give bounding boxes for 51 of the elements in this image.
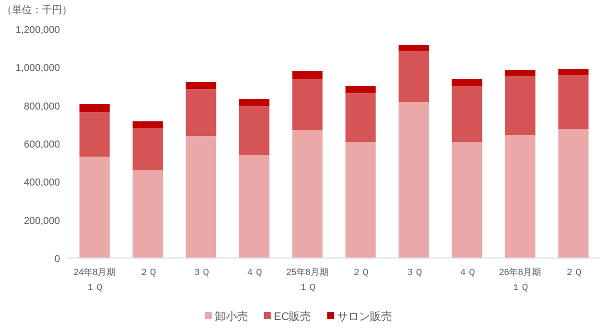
bar	[505, 135, 536, 258]
bar	[186, 89, 216, 136]
legend-label: サロン販売	[337, 310, 392, 323]
x-tick-label: ３Ｑ	[192, 267, 210, 277]
bar	[398, 50, 429, 102]
bar	[558, 74, 589, 130]
x-tick-label: ２Ｑ	[139, 267, 156, 277]
bar	[292, 70, 323, 79]
bar	[345, 142, 376, 258]
bar	[292, 130, 323, 258]
bar	[452, 86, 482, 142]
y-tick-label: 400,000	[24, 178, 60, 189]
y-tick-label: 600,000	[24, 140, 60, 150]
bar	[505, 76, 536, 136]
x-tick-label: 24年8月期１Ｑ	[74, 267, 116, 292]
bar	[558, 69, 589, 75]
y-tick-label: 200,000	[24, 216, 60, 227]
bar	[558, 129, 589, 258]
y-tick-label: 1,000,000	[16, 63, 60, 74]
bar	[132, 128, 163, 170]
bar	[345, 93, 376, 142]
bar	[292, 79, 323, 130]
y-tick-label: 0	[54, 254, 60, 265]
bar	[398, 45, 429, 51]
bar	[452, 79, 482, 86]
y-tick-label: 1,200,000	[16, 25, 60, 36]
x-tick-label: 25年8月期１Ｑ	[286, 267, 328, 292]
bar	[452, 142, 482, 258]
x-tick-label: ４Ｑ	[458, 267, 476, 277]
bar	[132, 121, 163, 128]
bar	[505, 70, 536, 76]
bar	[79, 112, 110, 157]
bar	[186, 82, 216, 90]
x-tick-label: ２Ｑ	[352, 267, 370, 277]
bar	[79, 104, 110, 112]
bar	[239, 99, 270, 106]
y-tick-label: 800,000	[24, 101, 60, 112]
y-axis-title: （単位：千円）	[2, 4, 72, 16]
bar	[79, 156, 110, 258]
bar	[132, 170, 163, 258]
legend-label: 卸小売	[214, 310, 248, 323]
x-tick-label: ３Ｑ	[405, 267, 422, 277]
x-tick-label: 26年8月期１Ｑ	[499, 267, 542, 292]
x-tick-label: ２Ｑ	[564, 267, 582, 277]
x-tick-label: ４Ｑ	[246, 267, 263, 277]
bar	[345, 86, 376, 94]
bar	[239, 155, 270, 258]
bar	[186, 136, 216, 258]
bar	[239, 106, 270, 156]
legend-label: EC販売	[274, 310, 312, 323]
bar	[398, 102, 429, 258]
